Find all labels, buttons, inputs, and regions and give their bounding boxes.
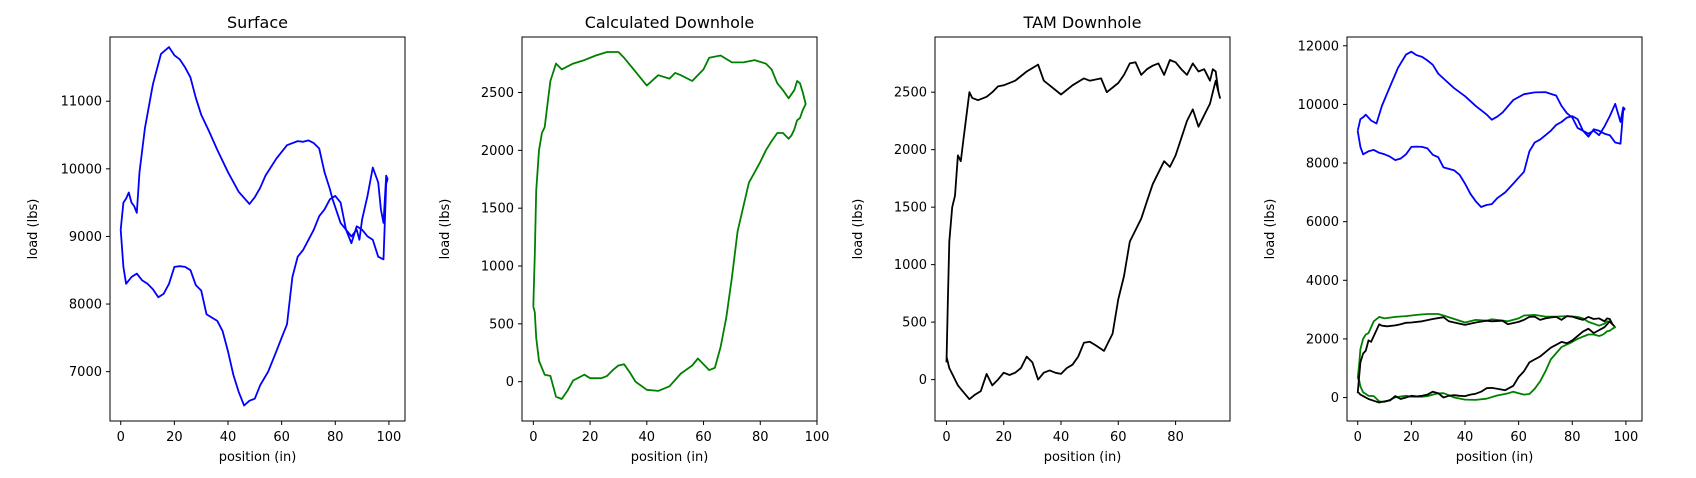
series-line-0 xyxy=(532,51,807,400)
x-tick-label: 60 xyxy=(695,430,712,445)
y-tick-label: 10000 xyxy=(1298,98,1339,113)
x-tick-label: 40 xyxy=(1053,430,1070,445)
y-tick-label: 2000 xyxy=(481,144,514,159)
x-tick-label: 80 xyxy=(1167,430,1184,445)
y-tick-label: 6000 xyxy=(1306,215,1339,230)
y-tick-label: 8000 xyxy=(1306,157,1339,172)
y-tick-label: 8000 xyxy=(69,298,102,313)
y-tick-label: 1000 xyxy=(894,258,927,273)
x-tick-label: 80 xyxy=(1564,430,1581,445)
chart-title: Surface xyxy=(227,13,288,32)
surface-panel: 0 20 40 60 80 100 7000 8000 9000 10000 11000 positi… xyxy=(26,13,406,465)
calculated-downhole-panel: 0 20 40 60 80 10005001000150020002500position… xyxy=(438,13,829,465)
y-tick-label: 9000 xyxy=(69,230,102,245)
x-axis-label: position (in) xyxy=(1456,450,1534,465)
chart-title: TAM Downhole xyxy=(1023,13,1142,32)
series-line-0 xyxy=(119,46,389,407)
x-tick-label: 20 xyxy=(995,430,1012,445)
x-tick-label: 100 xyxy=(805,430,830,445)
y-axis-label: load (lbs) xyxy=(1263,199,1278,260)
y-tick-label: 1500 xyxy=(894,201,927,216)
x-tick-label: 0 xyxy=(529,430,537,445)
x-tick-label: 0 xyxy=(117,430,125,445)
x-tick-label: 20 xyxy=(166,430,183,445)
x-tick-label: 60 xyxy=(1510,430,1527,445)
tam-downhole-panel: 0 20 40 60 80 0 500 1000 1500 2000 2500 position (i… xyxy=(851,13,1231,465)
x-tick-label: 40 xyxy=(220,430,237,445)
x-tick-label: 60 xyxy=(1110,430,1127,445)
axes-frame xyxy=(109,36,406,422)
axes-frame xyxy=(934,36,1231,422)
x-tick-label: 0 xyxy=(1354,430,1362,445)
axes-frame xyxy=(1346,36,1643,422)
y-tick-label: 4000 xyxy=(1306,274,1339,289)
series-line-2 xyxy=(1356,315,1615,404)
y-tick-label: 12000 xyxy=(1298,39,1339,54)
y-tick-label: 10000 xyxy=(61,162,102,177)
y-axis-label: load (lbs) xyxy=(438,199,453,260)
series-line-0 xyxy=(945,59,1221,401)
x-axis-label: position (in) xyxy=(1044,450,1122,465)
x-axis-label: position (in) xyxy=(631,450,709,465)
x-tick-label: 20 xyxy=(582,430,599,445)
y-axis-label: load (lbs) xyxy=(26,199,41,260)
x-tick-label: 100 xyxy=(1613,430,1638,445)
y-tick-label: 0 xyxy=(1331,391,1339,406)
y-tick-label: 7000 xyxy=(69,365,102,380)
x-tick-label: 20 xyxy=(1403,430,1420,445)
y-tick-label: 2000 xyxy=(894,143,927,158)
y-tick-label: 500 xyxy=(489,317,514,332)
y-tick-label: 500 xyxy=(902,316,927,331)
y-tick-label: 1000 xyxy=(481,260,514,275)
x-tick-label: 100 xyxy=(376,430,401,445)
x-axis-label: position (in) xyxy=(219,450,297,465)
x-tick-label: 0 xyxy=(942,430,950,445)
y-tick-label: 2000 xyxy=(1306,332,1339,347)
y-tick-label: 1500 xyxy=(481,202,514,217)
axes-frame xyxy=(521,36,818,422)
x-tick-label: 60 xyxy=(273,430,290,445)
y-tick-label: 0 xyxy=(919,373,927,388)
chart-title: Calculated Downhole xyxy=(585,13,755,32)
series-line-0 xyxy=(1356,50,1626,208)
y-tick-label: 11000 xyxy=(61,95,102,110)
x-tick-label: 80 xyxy=(752,430,769,445)
x-tick-label: 40 xyxy=(639,430,656,445)
series-line-1 xyxy=(1356,313,1617,403)
y-tick-label: 2500 xyxy=(481,86,514,101)
y-axis-label: load (lbs) xyxy=(851,199,866,260)
y-tick-label: 2500 xyxy=(894,86,927,101)
combined-overlay-panel: 0 20 40 60 80 100 0 2000 4000 6000 8000 10000 12000 p… xyxy=(1263,36,1643,465)
y-tick-label: 0 xyxy=(506,375,514,390)
x-tick-label: 40 xyxy=(1457,430,1474,445)
x-tick-label: 80 xyxy=(327,430,344,445)
